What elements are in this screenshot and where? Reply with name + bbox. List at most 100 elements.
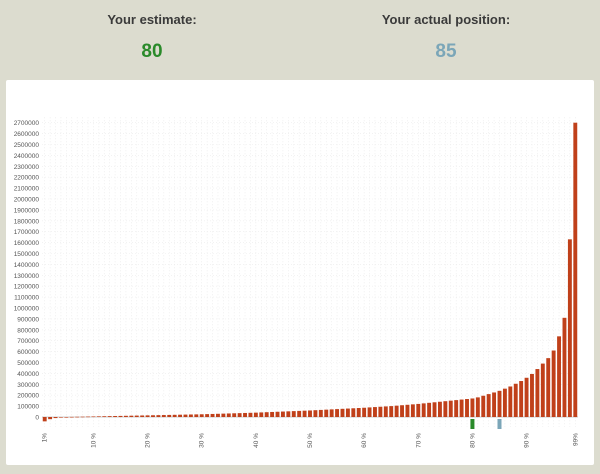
bar [421,403,426,417]
bar [134,415,139,417]
bar [302,410,307,417]
y-tick-label: 1200000 [14,284,40,291]
bar [475,397,480,417]
bar [151,415,155,417]
bar [205,414,210,417]
bar [318,409,323,417]
bar [178,414,183,417]
bar [356,408,361,417]
bar [492,392,497,417]
bar [540,363,545,417]
bar [427,402,432,417]
bar [253,412,258,417]
bar [42,417,47,422]
bar [432,402,437,417]
y-tick-label: 1300000 [14,273,40,280]
bar [362,407,367,417]
bar [508,386,513,417]
bar [524,377,529,417]
actual-position-value: 85 [435,41,457,62]
estimate-stat: Your estimate: 80 [32,12,272,63]
bar [335,409,340,417]
estimate-value: 80 [141,41,163,62]
bar [519,381,524,417]
bar [248,412,253,417]
bar [297,410,302,417]
bar [183,414,188,417]
x-tick-label: 70 % [415,433,422,448]
bar [275,411,280,417]
bar [486,394,491,417]
bar [232,413,237,417]
y-tick-label: 600000 [17,349,39,356]
y-tick-label: 700000 [17,338,39,345]
bar [367,407,372,417]
y-tick-label: 1800000 [14,218,40,225]
bar [107,416,112,417]
y-tick-label: 200000 [17,393,39,400]
bar [286,411,291,417]
bar [123,415,128,417]
y-tick-label: 2500000 [14,142,40,149]
x-tick-label: 10 % [90,433,97,448]
bar [259,412,264,417]
bar [91,416,96,418]
bar [53,417,58,419]
bar [557,336,561,417]
bar [199,414,204,417]
actual-position-stat: Your actual position: 85 [326,12,566,63]
bar [324,409,329,417]
bar [340,408,345,417]
bar [86,416,90,418]
y-tick-label: 300000 [17,382,39,389]
bar [156,415,161,417]
bar [216,413,220,417]
bar [378,406,383,417]
bar [329,409,334,417]
bar [481,395,486,417]
bar [59,417,63,418]
x-tick-label: 1% [42,433,49,443]
y-tick-label: 400000 [17,371,39,378]
bar [270,411,275,417]
bar [64,417,69,418]
bar [188,414,193,417]
chart-card: 0 100000 200000 300000 400000 500000 600000 700… [6,80,594,465]
y-tick-label: 100000 [17,404,39,411]
bar [96,416,101,417]
bar [454,400,459,417]
bar [313,410,318,417]
y-tick-label: 2000000 [14,197,40,204]
bar [573,122,578,417]
bar [280,411,285,417]
bar [194,414,199,417]
x-tick-label: 99% [572,433,579,446]
y-tick-label: 2200000 [14,175,40,182]
x-tick-label: 90 % [524,433,531,448]
bar [448,400,453,417]
y-tick-label: 1900000 [14,207,40,214]
bar [394,405,399,417]
bar [400,405,404,417]
bar [75,416,80,418]
bar [546,358,551,417]
y-tick-label: 500000 [17,360,39,367]
bar [373,407,377,417]
bar [291,411,296,417]
bar [161,415,166,417]
x-tick-label: 30 % [199,433,206,448]
y-tick-label: 2300000 [14,164,40,171]
y-tick-label: 1700000 [14,229,40,236]
y-tick-label: 2700000 [14,120,40,127]
distribution-chart: 0 100000 200000 300000 400000 500000 600000 700… [14,117,579,448]
bar [80,416,85,418]
estimate-label: Your estimate: [107,12,197,27]
y-tick-label: 2100000 [14,186,40,193]
bar [551,350,556,417]
x-tick-label: 80 % [469,433,476,448]
bar [172,414,177,417]
bar [502,388,507,417]
bar [308,410,312,417]
bar [513,383,518,417]
bar [470,398,475,417]
